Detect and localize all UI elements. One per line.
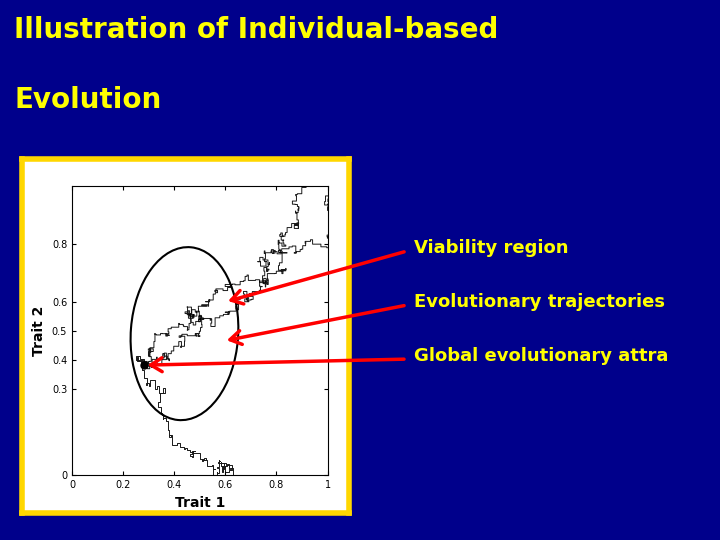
- Text: Evolutionary trajectories: Evolutionary trajectories: [414, 293, 665, 312]
- X-axis label: Trait 1: Trait 1: [175, 496, 225, 510]
- Text: Global evolutionary attra: Global evolutionary attra: [414, 347, 668, 366]
- Y-axis label: Trait 2: Trait 2: [32, 306, 46, 356]
- Text: Evolution: Evolution: [14, 86, 162, 114]
- Text: Viability region: Viability region: [414, 239, 569, 258]
- Text: Illustration of Individual-based: Illustration of Individual-based: [14, 16, 499, 44]
